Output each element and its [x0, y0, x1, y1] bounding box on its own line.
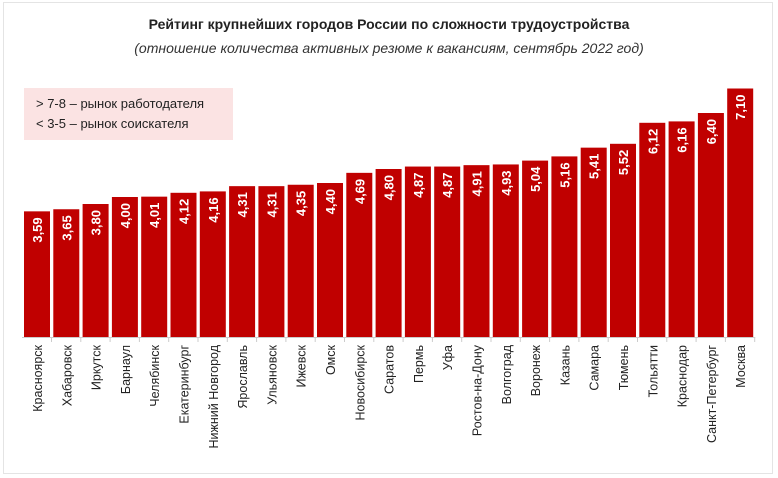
x-tick-label: Нижний Новгород [207, 344, 221, 448]
x-tick-label: Ростов-на-Дону [471, 344, 485, 436]
x-tick-label: Волгоград [500, 344, 514, 404]
x-tick-label: Тольятти [646, 345, 660, 397]
legend-note-employer: > 7-8 – рынок работодателя [36, 96, 205, 111]
chart-title: Рейтинг крупнейших городов России по сло… [148, 16, 630, 32]
chart-subtitle: (отношение количества активных резюме к … [134, 40, 644, 56]
bar [141, 196, 168, 337]
data-label: 4,87 [440, 173, 455, 198]
bar [522, 160, 549, 337]
x-tick-label: Барнаул [119, 345, 133, 394]
bar [639, 122, 666, 337]
legend-note-seeker: < 3-5 – рынок соискателя [36, 116, 189, 131]
x-tick-label: Пермь [412, 345, 426, 383]
bar [24, 211, 50, 337]
bar [404, 166, 431, 337]
data-label: 4,40 [323, 189, 338, 214]
bar [668, 121, 695, 338]
x-tick-label: Казань [558, 345, 572, 385]
bar [551, 156, 578, 337]
bar [258, 186, 285, 337]
data-label: 3,59 [30, 217, 45, 242]
x-tick-label: Самара [588, 345, 602, 391]
bar [434, 166, 461, 337]
data-label: 6,12 [645, 129, 660, 154]
bar [287, 184, 314, 337]
bar [727, 88, 754, 337]
data-label: 6,16 [675, 127, 690, 152]
bar [199, 191, 226, 337]
x-tick-label: Тюмень [617, 345, 631, 390]
data-label: 4,87 [411, 173, 426, 198]
data-label: 5,52 [616, 150, 631, 175]
x-tick-label: Воронеж [529, 344, 543, 396]
data-label: 4,91 [470, 171, 485, 196]
x-tick-label: Хабаровск [60, 344, 74, 406]
x-tick-label: Краснодар [676, 345, 690, 407]
x-tick-label: Санкт-Петербург [705, 345, 719, 443]
x-tick-label: Новосибирск [353, 344, 367, 420]
chart-frame [3, 2, 773, 474]
x-tick-label: Ярославль [236, 345, 250, 409]
bar [375, 169, 402, 337]
data-label: 4,12 [177, 199, 192, 224]
bar [317, 183, 343, 337]
x-tick-label: Иркутск [90, 344, 104, 390]
data-label: 4,80 [382, 175, 397, 200]
x-tick-label: Уфа [441, 345, 455, 370]
data-label: 3,65 [59, 215, 74, 240]
data-label: 6,40 [704, 119, 719, 144]
bar [492, 164, 519, 337]
x-tick-label: Ульяновск [265, 344, 279, 404]
bar [229, 186, 256, 337]
bar [111, 197, 138, 337]
bar [697, 113, 724, 337]
x-tick-label: Саратов [383, 345, 397, 394]
bar [610, 143, 636, 337]
bar [463, 165, 490, 337]
data-label: 4,69 [352, 179, 367, 204]
x-tick-label: Челябинск [148, 344, 162, 406]
data-label: 4,31 [264, 192, 279, 217]
x-tick-label: Ижевск [295, 344, 309, 387]
data-label: 3,80 [89, 210, 104, 235]
bar [346, 172, 373, 337]
data-label: 7,10 [733, 95, 748, 120]
bar [53, 209, 80, 337]
data-label: 4,01 [147, 203, 162, 228]
x-tick-label: Екатеринбург [178, 345, 192, 424]
data-label: 4,35 [294, 191, 309, 216]
data-label: 5,16 [557, 162, 572, 187]
bar [82, 204, 109, 337]
bar [170, 192, 197, 337]
x-tick-label: Москва [734, 345, 748, 388]
data-label: 5,04 [528, 166, 543, 192]
legend-box: > 7-8 – рынок работодателя < 3-5 – рынок… [24, 88, 233, 140]
x-tick-label: Омск [324, 344, 338, 375]
data-label: 4,93 [499, 170, 514, 195]
data-label: 4,00 [118, 203, 133, 228]
data-label: 4,16 [206, 197, 221, 222]
bar [580, 147, 607, 337]
x-tick-label: Красноярск [31, 344, 45, 411]
data-label: 5,41 [587, 154, 602, 179]
data-label: 4,31 [235, 192, 250, 217]
